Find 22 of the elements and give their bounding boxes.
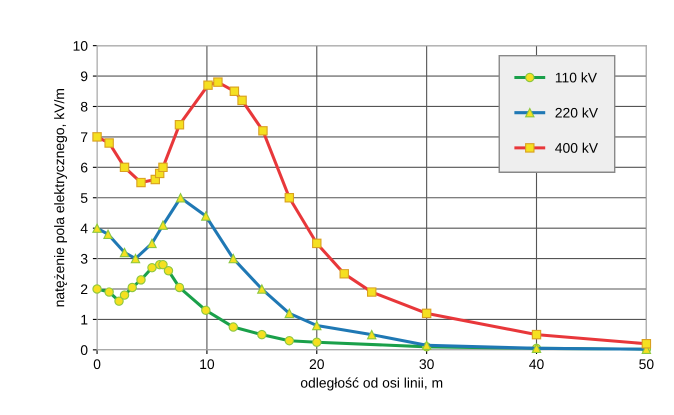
x-axis-title: odległość od osi linii, m	[300, 377, 442, 390]
y-tick-label: 5	[80, 193, 88, 203]
x-tick-label: 20	[310, 359, 324, 370]
y-tick-label: 3	[80, 254, 88, 264]
y-tick-label: 10	[74, 40, 88, 51]
y-axis-title: natężenie pola elektrycznego, kV/m	[54, 89, 68, 306]
y-tick-label: 6	[81, 162, 88, 172]
y-tick-label: 2	[81, 284, 88, 294]
x-tick-label: 40	[529, 359, 544, 370]
x-tick-label: 30	[419, 359, 434, 370]
legend-label: 400 kV	[555, 142, 598, 153]
x-tick-label: 50	[639, 359, 654, 370]
y-tick-label: 0	[80, 345, 88, 356]
y-tick-label: 4	[80, 224, 88, 234]
x-tick-label: 0	[94, 359, 100, 370]
y-tick-label: 7	[81, 132, 88, 142]
x-tick-label: 10	[200, 359, 214, 370]
legend-label: 110 kV	[556, 72, 597, 83]
legend-label: 220 kV	[555, 107, 598, 118]
y-tick-label: 9	[80, 71, 88, 82]
y-tick-label: 8	[80, 102, 88, 112]
y-tick-label: 1	[81, 314, 88, 324]
